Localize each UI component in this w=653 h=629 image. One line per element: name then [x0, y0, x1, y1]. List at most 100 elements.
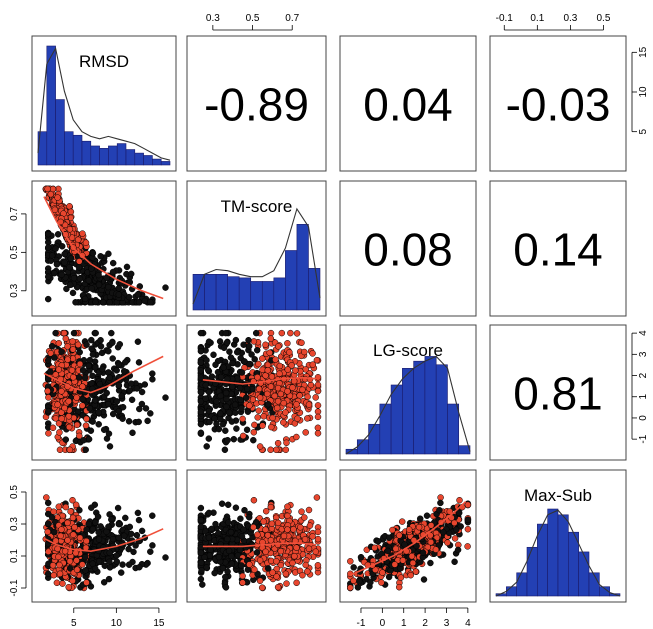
- data-point: [250, 429, 258, 436]
- data-point: [97, 336, 104, 344]
- data-point: [45, 407, 52, 415]
- histogram-bar: [152, 158, 162, 166]
- data-point: [63, 285, 70, 293]
- data-point: [64, 343, 71, 350]
- tick-label-bottom-lg-score: -1: [357, 618, 366, 629]
- data-point: [197, 559, 205, 566]
- data-point: [68, 367, 76, 374]
- data-point: [254, 531, 261, 538]
- data-point: [420, 576, 428, 583]
- data-point: [76, 506, 83, 514]
- data-point: [258, 584, 266, 591]
- data-point: [52, 245, 59, 252]
- tick-label-right-lg-score: 0: [638, 415, 649, 421]
- histogram-bar: [108, 145, 118, 166]
- data-point: [225, 547, 233, 555]
- histogram-bar: [46, 45, 56, 166]
- data-point: [292, 367, 299, 374]
- data-point: [314, 430, 322, 437]
- data-point: [69, 289, 77, 297]
- histogram-bar: [204, 273, 217, 311]
- data-point: [304, 415, 311, 422]
- data-point: [223, 403, 230, 411]
- data-point: [280, 532, 288, 540]
- tick-label-right-rmsd: 15: [638, 46, 649, 58]
- tick-label-left-max-sub: 0.3: [9, 517, 20, 531]
- data-point: [82, 567, 89, 574]
- data-point: [114, 504, 122, 512]
- data-point: [58, 348, 65, 355]
- data-point: [314, 387, 322, 395]
- data-point: [56, 570, 64, 578]
- data-point: [451, 558, 458, 566]
- data-point: [299, 386, 306, 394]
- data-point: [313, 494, 321, 501]
- data-point: [379, 569, 386, 576]
- histogram-bar: [215, 273, 228, 311]
- data-point: [253, 549, 261, 556]
- data-point: [280, 399, 287, 407]
- data-point: [240, 341, 247, 348]
- data-point: [273, 446, 280, 454]
- data-point: [135, 299, 143, 306]
- data-point: [293, 401, 300, 408]
- data-point: [409, 559, 417, 567]
- tick-label-top-tm-score: 0.3: [206, 13, 220, 24]
- data-point: [347, 558, 354, 565]
- data-point: [248, 351, 255, 358]
- density-curve: [37, 46, 171, 161]
- data-point: [250, 523, 257, 531]
- data-point: [246, 561, 253, 568]
- tick-label-bottom-lg-score: 4: [465, 618, 471, 629]
- data-point: [305, 545, 313, 553]
- cell-rmsd-rmsd: RMSD: [31, 35, 177, 172]
- data-point: [267, 383, 275, 390]
- variable-label-tm-score: TM-score: [221, 197, 293, 216]
- data-point: [306, 522, 314, 529]
- data-point: [239, 572, 246, 580]
- histogram-bar: [134, 152, 144, 166]
- data-point: [238, 369, 246, 376]
- data-point: [222, 584, 230, 591]
- data-point: [61, 404, 68, 412]
- data-point: [233, 425, 240, 432]
- data-point: [437, 494, 444, 501]
- histogram-bar: [526, 546, 538, 597]
- data-point: [246, 402, 253, 409]
- data-point: [149, 376, 156, 383]
- data-point: [255, 407, 262, 414]
- data-point: [67, 208, 75, 216]
- data-point: [398, 518, 406, 525]
- tick-label-left-tm-score: 0.5: [9, 245, 20, 259]
- data-point: [396, 532, 403, 539]
- data-point: [278, 329, 286, 337]
- data-point: [197, 516, 205, 524]
- data-point: [54, 401, 61, 408]
- data-point: [301, 536, 309, 543]
- data-point: [207, 546, 214, 554]
- data-point: [65, 398, 72, 405]
- tick-label-bottom-rmsd: 5: [71, 618, 77, 629]
- data-point: [254, 374, 261, 381]
- data-point: [88, 345, 95, 352]
- data-point: [296, 392, 303, 399]
- data-point: [135, 516, 143, 524]
- data-point: [251, 566, 258, 573]
- data-point: [464, 543, 471, 550]
- tick-label-top-tm-score: 0.5: [246, 13, 260, 24]
- data-point: [217, 373, 225, 381]
- tick-label-top-max-sub: 0.5: [597, 13, 611, 24]
- data-point: [423, 512, 431, 519]
- data-point: [267, 446, 274, 454]
- data-point: [276, 370, 283, 377]
- data-point: [249, 396, 257, 403]
- data-point: [70, 531, 77, 538]
- data-point: [397, 574, 405, 581]
- data-point: [220, 344, 228, 352]
- data-point: [45, 548, 52, 555]
- data-point: [138, 388, 146, 396]
- data-point: [69, 338, 76, 345]
- data-point: [73, 421, 81, 429]
- data-point: [198, 567, 205, 574]
- data-point: [299, 571, 306, 579]
